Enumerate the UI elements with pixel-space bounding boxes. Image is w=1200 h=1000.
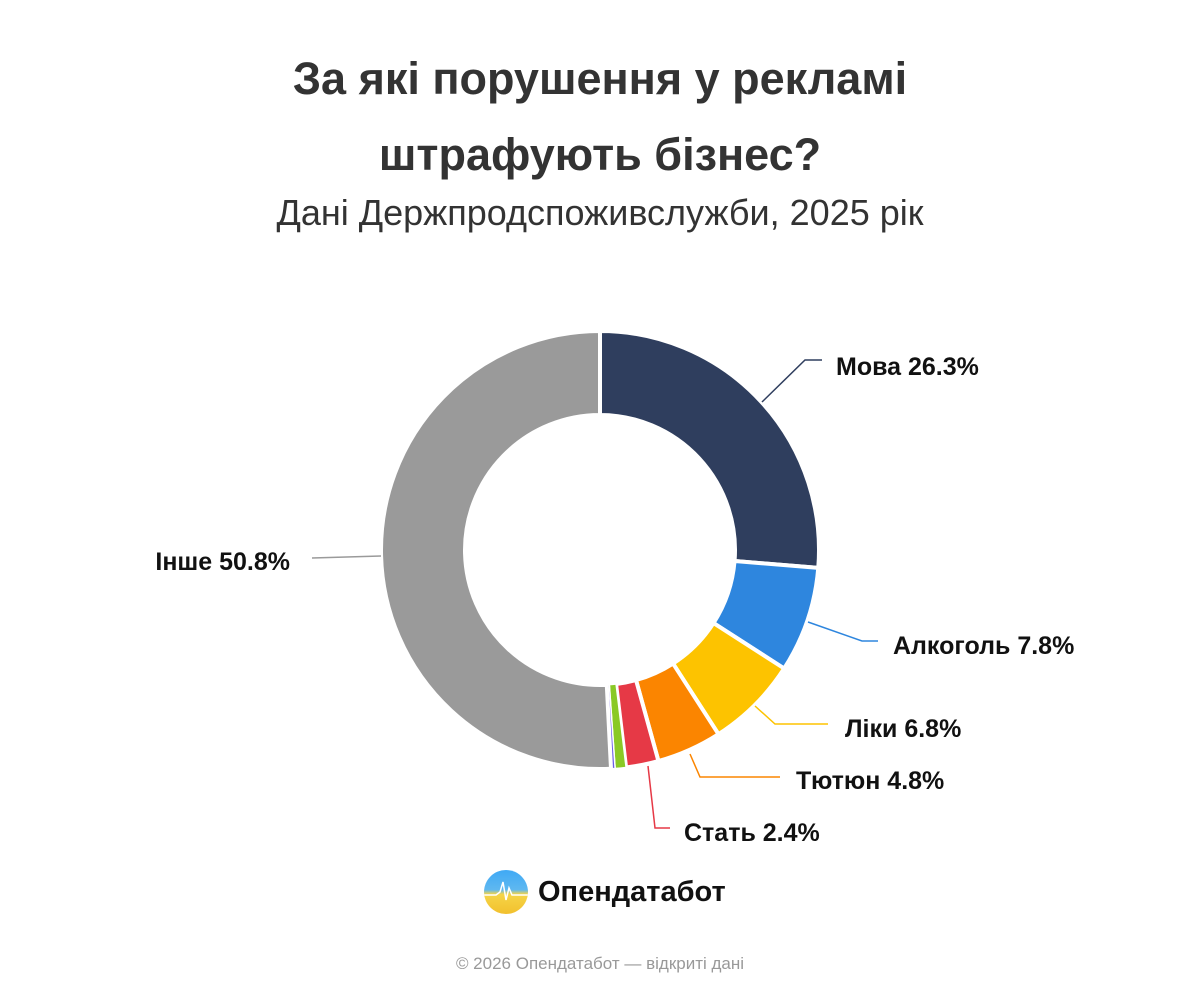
leader-line-Стать xyxy=(647,765,670,829)
data-label-Тютюн: Тютюн 4.8% xyxy=(796,767,944,795)
leader-line-Алкоголь xyxy=(807,621,878,642)
leader-line-Інше xyxy=(311,555,382,559)
leader-line-Мова xyxy=(761,359,822,403)
leader-line-Ліки xyxy=(754,705,828,725)
data-label-Інше: Інше 50.8% xyxy=(155,548,290,576)
chart-title-line-1: За які порушення у рекламі xyxy=(292,53,908,104)
chart-subtitle: Дані Держпродспоживслужби, 2025 рік xyxy=(276,192,924,233)
chart-title-line-2: штрафують бізнес? xyxy=(378,129,822,180)
logo-icon xyxy=(484,870,528,914)
brand-logo: Опендатабот xyxy=(484,870,726,914)
data-label-Алкоголь: Алкоголь 7.8% xyxy=(893,632,1074,660)
data-label-Ліки: Ліки 6.8% xyxy=(845,715,961,743)
footer-copyright: © 2026 Опендатабот — відкриті дані xyxy=(455,954,745,973)
data-label-Стать: Стать 2.4% xyxy=(684,819,820,847)
leader-line-Тютюн xyxy=(689,753,780,778)
logo-text: Опендатабот xyxy=(538,875,726,908)
slice-Інше xyxy=(378,329,614,771)
slice-Мова xyxy=(598,329,821,570)
data-label-Мова: Мова 26.3% xyxy=(836,353,979,381)
